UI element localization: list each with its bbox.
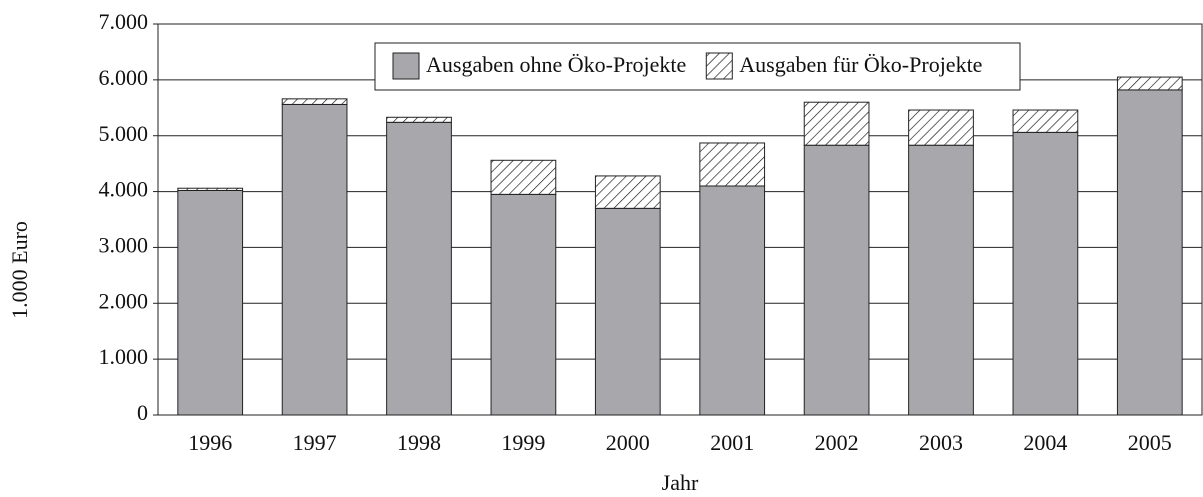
bar-segment [908,144,974,416]
y-tick-label: 5.000 [99,121,149,146]
bar-segment [803,144,870,416]
bar-segment [281,98,348,105]
y-axis-title: 1.000 Euro [7,221,32,319]
bar-segment [594,207,661,416]
y-tick-label: 2.000 [99,288,149,313]
bar-segment [281,103,348,416]
y-tick-label: 6.000 [99,65,149,90]
bar-segment [386,121,452,416]
x-tick-label: 2003 [919,430,963,455]
x-tick-label: 2000 [606,430,650,455]
bar-segment [1116,76,1183,91]
x-tick-label: 1997 [293,430,337,455]
y-tick-label: 3.000 [99,232,149,257]
bar-segment [594,175,661,209]
bar-segment [908,109,974,146]
bar-segment [699,142,766,187]
legend-swatch [392,52,420,80]
y-tick-label: 0 [137,400,148,425]
x-axis-title: Jahr [662,470,699,495]
x-tick-label: 1998 [397,430,441,455]
x-tick-label: 2001 [710,430,754,455]
bar-segment [490,159,557,195]
y-tick-label: 7.000 [99,9,149,34]
bar-segment [386,116,452,123]
x-tick-label: 2002 [815,430,859,455]
bar-segment [490,193,557,416]
plot-frame [157,23,1203,416]
legend-label: Ausgaben für Öko-Projekte [739,52,982,77]
legend-box [374,42,1021,91]
bar-segment [699,185,766,416]
y-tick-label: 1.000 [99,344,149,369]
bar-segment [1012,109,1079,133]
x-tick-label: 2005 [1128,430,1172,455]
bar-segment [1116,89,1183,416]
bar-segment [803,101,870,146]
legend-label: Ausgaben ohne Öko-Projekte [426,52,686,77]
bar-segment [177,189,244,416]
legend-swatch [705,52,733,80]
y-tick-label: 4.000 [99,177,149,202]
bar-segment [1012,131,1079,416]
bar-segment [177,187,244,191]
x-tick-label: 1999 [501,430,545,455]
x-tick-label: 2004 [1023,430,1067,455]
x-tick-label: 1996 [188,430,232,455]
